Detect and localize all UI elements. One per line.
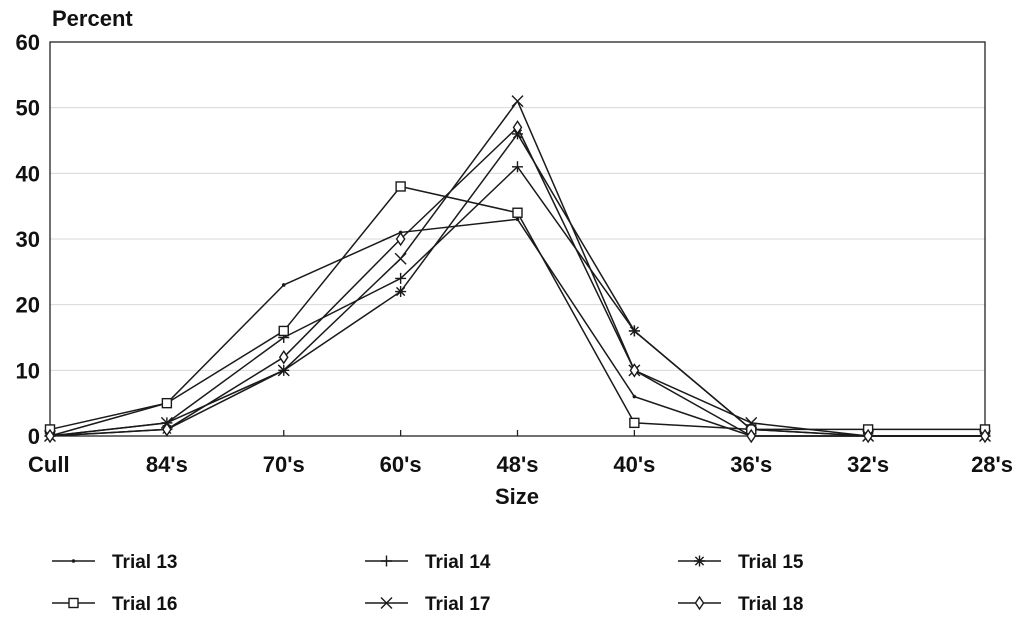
plus-marker <box>381 555 392 567</box>
series-line <box>49 218 985 437</box>
y-tick-label: 50 <box>16 96 40 121</box>
square-marker <box>629 417 640 429</box>
x-marker <box>394 252 407 265</box>
x-tick-label: 70's <box>263 452 305 477</box>
legend-label: Trial 13 <box>112 552 178 573</box>
square-marker <box>68 597 79 609</box>
x-axis-title: Size <box>495 484 539 509</box>
dot-marker <box>515 217 520 222</box>
series-line <box>49 185 985 431</box>
plus-marker <box>512 161 523 173</box>
series-line <box>49 100 985 437</box>
y-axis-title: Percent <box>52 6 133 31</box>
diamond-marker <box>278 349 289 365</box>
legend-item: Trial 16 <box>52 594 178 615</box>
legend-label: Trial 14 <box>425 552 491 573</box>
diamond-marker <box>980 428 990 444</box>
x-tick-label: 36's <box>730 452 772 477</box>
asterisk-marker <box>628 325 640 337</box>
series-layer <box>44 95 991 444</box>
legend-label: Trial 18 <box>738 594 804 615</box>
x-tick-label: 48's <box>497 452 539 477</box>
legend-label: Trial 15 <box>738 552 804 573</box>
x-marker <box>277 364 290 377</box>
diamond-marker <box>863 428 873 444</box>
square-marker <box>161 397 173 409</box>
square-marker <box>395 181 406 192</box>
x-marker <box>745 416 758 429</box>
x-tick-label: Cull <box>28 452 70 477</box>
x-tick-label: 40's <box>613 452 655 477</box>
series-line <box>49 166 985 437</box>
legend-item: Trial 17 <box>365 594 491 615</box>
diamond-marker <box>45 428 55 444</box>
diamond-marker <box>629 363 640 378</box>
dot-marker <box>71 559 76 563</box>
dot-marker <box>281 283 286 287</box>
series-trial-17 <box>44 95 991 442</box>
series-trial-14 <box>44 161 991 442</box>
legend-item: Trial 14 <box>365 552 491 573</box>
square-marker <box>512 207 523 218</box>
legend-item: Trial 18 <box>678 594 804 615</box>
diamond-marker <box>512 120 523 135</box>
y-tick-label: 0 <box>28 424 40 449</box>
x-tick-label: 84's <box>146 452 188 477</box>
legend-label: Trial 16 <box>112 594 178 615</box>
y-tick-label: 20 <box>16 293 40 318</box>
series-line <box>49 133 985 437</box>
diamond-marker <box>162 422 172 437</box>
x-tick-label: 28's <box>971 452 1013 477</box>
y-axis-ticks: 0 10 20 30 40 50 60 <box>16 30 40 449</box>
asterisk-marker <box>694 555 705 567</box>
asterisk-marker <box>395 286 407 298</box>
y-tick-label: 40 <box>16 161 40 186</box>
series-trial-15 <box>44 128 991 442</box>
legend-label: Trial 17 <box>425 594 491 615</box>
square-marker <box>278 325 289 337</box>
series-trial-13 <box>48 217 987 438</box>
legend: Trial 13 Trial 14 Trial 15 Trial 16 Trial 17… <box>52 552 804 615</box>
plus-marker <box>395 272 407 284</box>
x-marker <box>380 597 393 609</box>
dot-marker <box>632 394 637 399</box>
legend-item: Trial 15 <box>678 552 804 573</box>
y-tick-label: 60 <box>16 30 40 55</box>
x-tick-label: 60's <box>380 452 422 477</box>
diamond-marker <box>395 231 406 247</box>
y-tick-label: 30 <box>16 227 40 252</box>
series-trial-18 <box>45 120 990 444</box>
diamond-marker <box>746 428 757 444</box>
x-tick-label: 32's <box>847 452 889 477</box>
x-axis-ticks: Cull 84's 70's 60's 48's 40's 36's 32's 28's <box>28 430 1013 477</box>
y-tick-label: 10 <box>16 358 40 383</box>
diamond-marker <box>694 595 705 611</box>
x-marker <box>511 95 524 108</box>
grid-lines <box>50 107 985 371</box>
legend-item: Trial 13 <box>52 552 178 573</box>
